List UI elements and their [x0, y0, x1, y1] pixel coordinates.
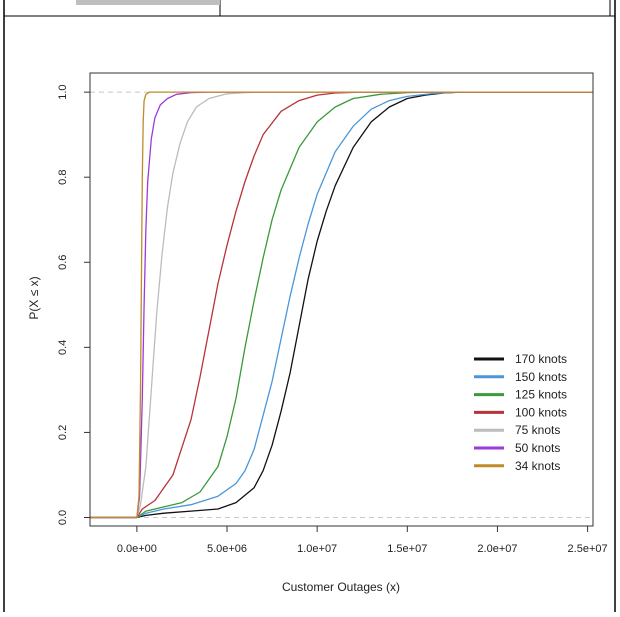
legend-label: 75 knots [515, 423, 560, 437]
legend-label: 100 knots [515, 405, 567, 419]
x-axis-label: Customer Outages (x) [282, 580, 400, 594]
x-tick-label: 2.5e+07 [568, 543, 608, 555]
series-line-125-knots [90, 91, 593, 519]
legend-label: 125 knots [515, 388, 567, 402]
y-tick-label: 0.2 [57, 425, 69, 440]
y-tick-label: 1.0 [57, 84, 69, 99]
y-tick-label: 0.4 [57, 340, 69, 355]
y-tick-label: 0.8 [57, 170, 69, 185]
x-tick-label: 2.0e+07 [477, 543, 517, 555]
x-tick-label: 1.0e+07 [297, 543, 337, 555]
legend-label: 34 knots [515, 459, 560, 473]
series-line-170-knots [90, 91, 593, 519]
plot-area-border [89, 72, 594, 527]
y-tick-label: 0.0 [57, 510, 69, 525]
legend-label: 170 knots [515, 352, 567, 366]
legend-label: 150 knots [515, 370, 567, 384]
y-axis-label: P(X ≤ x) [27, 276, 41, 319]
series-line-150-knots [90, 91, 593, 519]
series-line-34-knots [90, 91, 593, 519]
y-tick-label: 0.6 [57, 255, 69, 270]
x-tick-label: 1.5e+07 [387, 543, 427, 555]
legend: 170 knots 150 knots 125 knots 100 knots 75 k… [474, 352, 567, 473]
x-tick-label: 0.0e+00 [117, 543, 157, 555]
series-line-50-knots [90, 91, 593, 519]
legend-label: 50 knots [515, 441, 560, 455]
x-tick-label: 5.0e+06 [207, 543, 247, 555]
header-tab-strip [76, 0, 220, 5]
series-line-100-knots [90, 91, 593, 519]
